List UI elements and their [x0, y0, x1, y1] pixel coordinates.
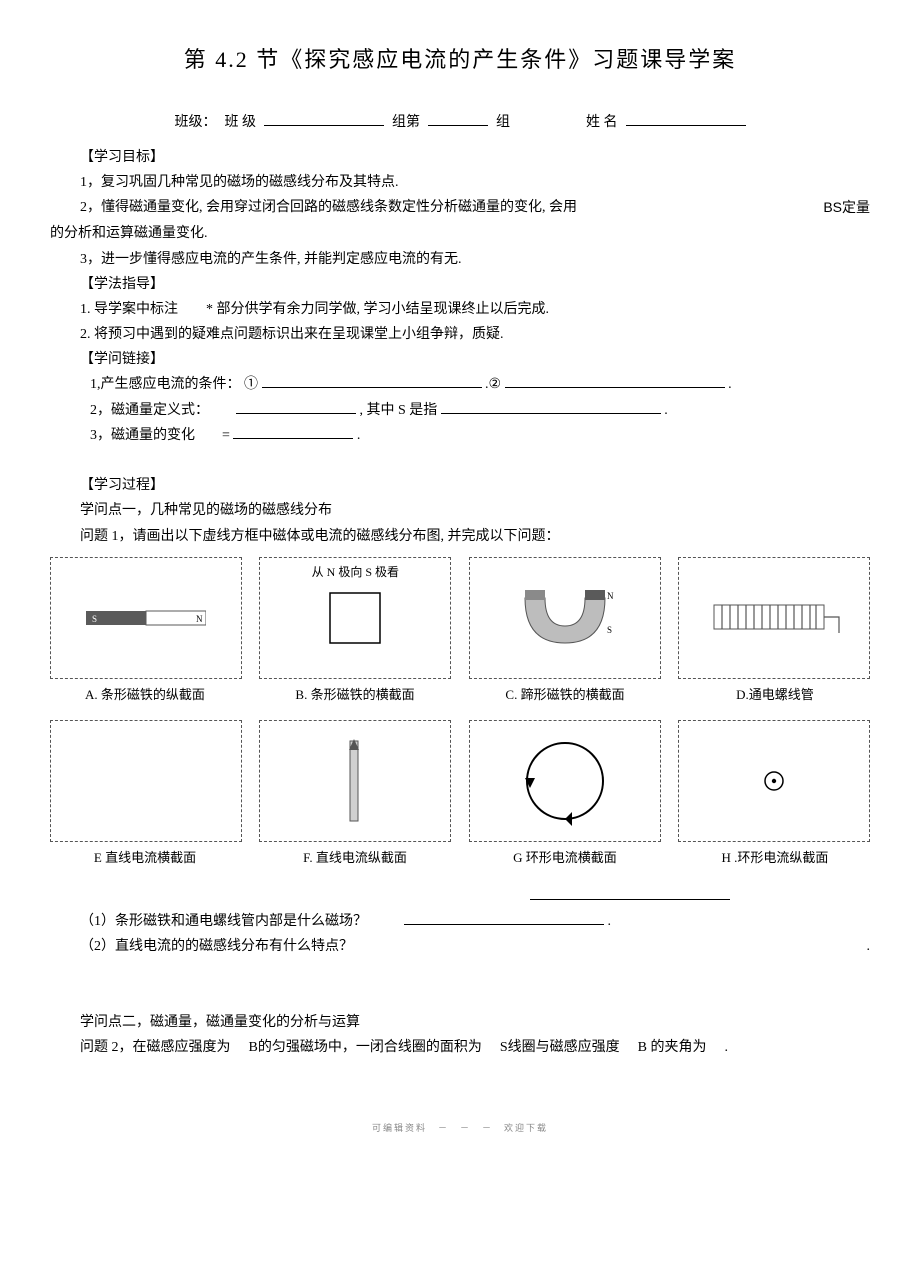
link3-eq: =	[222, 428, 230, 443]
link-1: 1,产生感应电流的条件： ① .② .	[90, 372, 870, 397]
caption-b: B. 条形磁铁的横截面	[260, 683, 450, 706]
link-3: 3，磁通量的变化 = .	[90, 423, 870, 448]
panel-row-1: S N 从 N 极向 S 极看 N S	[50, 557, 870, 679]
kp2-title: 学问点二，磁通量，磁通量变化的分析与运算	[80, 1010, 870, 1035]
sub-q1: （1）条形磁铁和通电螺线管内部是什么磁场？	[80, 914, 367, 929]
panel-b: 从 N 极向 S 极看	[259, 557, 451, 679]
panel-h	[678, 720, 870, 842]
sub-q1-row: （1）条形磁铁和通电螺线管内部是什么磁场？ .	[80, 909, 870, 934]
group-blank	[428, 111, 488, 126]
panel-b-note: 从 N 极向 S 极看	[260, 562, 450, 584]
link2-c: .	[664, 403, 668, 418]
goal-2b: 定量	[842, 201, 870, 216]
panel-e	[50, 720, 242, 842]
link-2: 2，磁通量定义式： , 其中 S 是指 .	[90, 398, 870, 423]
link3-a: 3，磁通量的变化	[90, 428, 195, 443]
q2-c: S线圈与磁感应强度	[500, 1035, 620, 1060]
sub-q1-blank	[404, 910, 604, 925]
caption-g: G 环形电流横截面	[470, 846, 660, 869]
answer-blank-top	[530, 885, 730, 900]
q2-dot: .	[724, 1035, 728, 1060]
link1-b: .②	[485, 377, 501, 392]
panel-c: N S	[469, 557, 661, 679]
name-label: 姓 名	[586, 110, 618, 135]
goal-2a: 2，懂得磁通量变化, 会用穿过闭合回路的磁感线条数定性分析磁通量的变化, 会用	[80, 195, 577, 221]
panel-f	[259, 720, 451, 842]
group-label: 组第	[392, 110, 420, 135]
header-fill-row: 班级： 班 级 组第 组 姓 名	[50, 110, 870, 135]
caption-e: E 直线电流横截面	[50, 846, 240, 869]
sub-q2-dot: .	[867, 934, 871, 959]
sub-q1-dot: .	[608, 914, 612, 929]
link2-a: 2，磁通量定义式：	[90, 403, 209, 418]
panel-g	[469, 720, 661, 842]
q1-text: 问题 1，请画出以下虚线方框中磁体或电流的磁感线分布图, 并完成以下问题：	[80, 524, 870, 549]
link1-c: .	[728, 377, 732, 392]
caption-d: D.通电螺线管	[680, 683, 870, 706]
ring-current-icon	[520, 736, 610, 826]
caption-row-2: E 直线电流横截面 F. 直线电流纵截面 G 环形电流横截面 H .环形电流纵截…	[50, 846, 870, 869]
sub-q2-row: （2）直线电流的的磁感线分布有什么特点？ .	[80, 934, 870, 959]
link1-a: 1,产生感应电流的条件： ①	[90, 377, 258, 392]
section-process-title: 【学习过程】	[80, 473, 870, 498]
link2-blank2	[441, 399, 661, 414]
svg-text:S: S	[92, 614, 97, 624]
link2-blank1	[236, 399, 356, 414]
bar-magnet-icon: S N	[86, 603, 206, 633]
svg-text:S: S	[607, 625, 612, 635]
section-method-title: 【学法指导】	[80, 272, 870, 297]
method-1: 1. 导学案中标注 * 部分供学有余力同学做, 学习小结呈现课终止以后完成.	[80, 297, 870, 322]
horseshoe-magnet-icon: N S	[510, 578, 620, 658]
caption-h: H .环形电流纵截面	[680, 846, 870, 869]
link3-c: .	[357, 428, 361, 443]
sub-q2: （2）直线电流的的磁感线分布有什么特点？	[80, 934, 353, 959]
q2-row: 问题 2，在磁感应强度为 B的匀强磁场中，一闭合线圈的面积为 S线圈与磁感应强度…	[80, 1035, 870, 1060]
panel-d	[678, 557, 870, 679]
link1-blank2	[505, 373, 725, 388]
svg-text:N: N	[607, 591, 614, 601]
solenoid-icon	[704, 593, 844, 643]
wire-vertical-icon	[340, 736, 370, 826]
link2-b: , 其中 S 是指	[360, 403, 438, 418]
class-label2: 班 级	[225, 110, 257, 135]
page-title: 第 4.2 节《探究感应电流的产生条件》习题课导学案	[50, 40, 870, 80]
name-blank	[626, 111, 746, 126]
goal-2c: 的分析和运算磁通量变化.	[50, 221, 870, 246]
dot-circle-icon	[759, 766, 789, 796]
page-footer: 可编辑资料 － － － 欢迎下载	[50, 1120, 870, 1136]
method-2: 2. 将预习中遇到的疑难点问题标识出来在呈现课堂上小组争辩，质疑.	[80, 322, 870, 347]
kp1-title: 学问点一，几种常见的磁场的磁感线分布	[80, 498, 870, 523]
group-label2: 组	[496, 110, 510, 135]
goal-1: 1，复习巩固几种常见的磁场的磁感线分布及其特点.	[80, 170, 870, 195]
svg-text:N: N	[196, 614, 203, 624]
goal-2-bs: BS	[823, 199, 842, 215]
link1-blank1	[262, 373, 482, 388]
section-link-title: 【学问链接】	[80, 347, 870, 372]
panel-a: S N	[50, 557, 242, 679]
section-goal-title: 【学习目标】	[80, 145, 870, 170]
class-label: 班级：	[175, 110, 217, 135]
q2-b: B的匀强磁场中，一闭合线圈的面积为	[249, 1035, 482, 1060]
caption-a: A. 条形磁铁的纵截面	[50, 683, 240, 706]
panel-row-2	[50, 720, 870, 842]
square-icon	[325, 588, 385, 648]
goal-3: 3，进一步懂得感应电流的产生条件, 并能判定感应电流的有无.	[80, 247, 870, 272]
link3-blank	[233, 424, 353, 439]
class-blank	[264, 111, 384, 126]
q2-a: 问题 2，在磁感应强度为	[80, 1035, 231, 1060]
caption-f: F. 直线电流纵截面	[260, 846, 450, 869]
caption-c: C. 蹄形磁铁的横截面	[470, 683, 660, 706]
caption-row-1: A. 条形磁铁的纵截面 B. 条形磁铁的横截面 C. 蹄形磁铁的横截面 D.通电…	[50, 683, 870, 706]
q2-d: B 的夹角为	[638, 1035, 707, 1060]
